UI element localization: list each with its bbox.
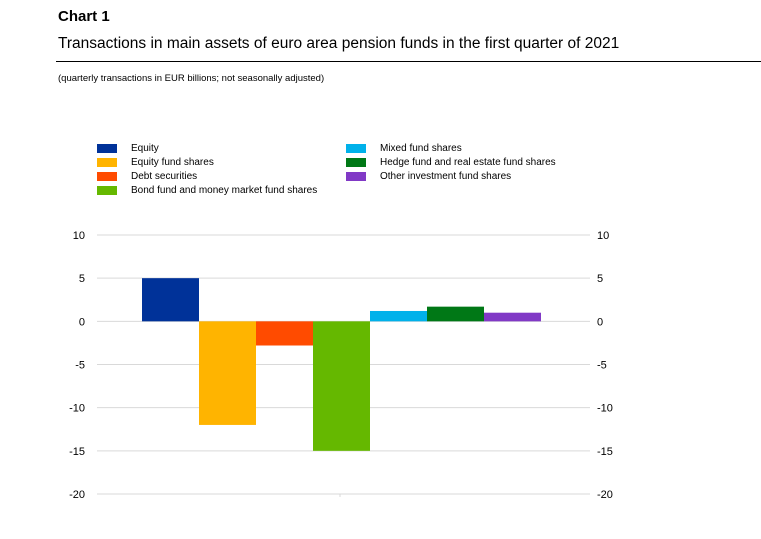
legend-label: Other investment fund shares <box>380 171 512 182</box>
legend-swatch <box>97 144 117 153</box>
y-tick-label-right: -5 <box>597 360 607 372</box>
legend-label: Equity fund shares <box>131 157 214 168</box>
y-tick-label-left: -10 <box>69 403 85 415</box>
y-tick-label-left: -20 <box>69 489 85 501</box>
y-tick-label-right: 5 <box>597 273 603 285</box>
legend-label: Bond fund and money market fund shares <box>131 185 318 196</box>
bar-other-investment-fund-shares <box>484 312 541 322</box>
title-divider <box>56 61 761 62</box>
legend-swatch <box>346 172 366 181</box>
y-tick-label-left: -15 <box>69 446 85 458</box>
y-tick-label-left: 0 <box>79 316 85 328</box>
y-tick-label-right: 0 <box>597 316 603 328</box>
y-tick-label-right: -15 <box>597 446 613 458</box>
legend-swatch <box>97 158 117 167</box>
legend-item-mixed-fund-shares: Mixed fund shares <box>346 143 462 154</box>
legend-label: Debt securities <box>131 171 198 182</box>
chart-title: Transactions in main assets of euro area… <box>58 35 620 52</box>
bar-mixed-fund-shares <box>370 310 427 322</box>
y-tick-label-left: 5 <box>79 273 85 285</box>
legend-item-hedge-fund: Hedge fund and real estate fund shares <box>346 157 556 168</box>
chart-label: Chart 1 <box>58 8 110 25</box>
legend-item-debt-securities: Debt securities <box>97 171 197 182</box>
legend-item-equity-fund-shares: Equity fund shares <box>97 157 214 168</box>
legend-item-bond-fund: Bond fund and money market fund shares <box>97 185 317 196</box>
legend-label: Hedge fund and real estate fund shares <box>380 157 556 168</box>
y-tick-label-left: 10 <box>73 230 85 242</box>
legend-label: Equity <box>131 143 159 154</box>
y-tick-label-right: -10 <box>597 403 613 415</box>
y-tick-label-left: -5 <box>75 360 85 372</box>
legend-swatch <box>346 144 366 153</box>
legend-swatch <box>97 172 117 181</box>
bar-equity-fund-shares <box>199 321 256 425</box>
bar-debt-securities <box>256 321 313 346</box>
y-tick-label-right: 10 <box>597 230 609 242</box>
legend-swatch <box>346 158 366 167</box>
legend-label: Mixed fund shares <box>380 143 462 154</box>
legend-item-equity: Equity <box>97 143 159 154</box>
legend-item-other-investment: Other investment fund shares <box>346 171 511 182</box>
legend-swatch <box>97 186 117 195</box>
bar-bond-fund-and-money-market-fund-shares <box>313 321 370 451</box>
bar-hedge-fund-and-real-estate-fund-shares <box>427 306 484 322</box>
bar-equity <box>142 278 199 322</box>
chart-subtitle: (quarterly transactions in EUR billions;… <box>58 73 325 84</box>
y-tick-label-right: -20 <box>597 489 613 501</box>
